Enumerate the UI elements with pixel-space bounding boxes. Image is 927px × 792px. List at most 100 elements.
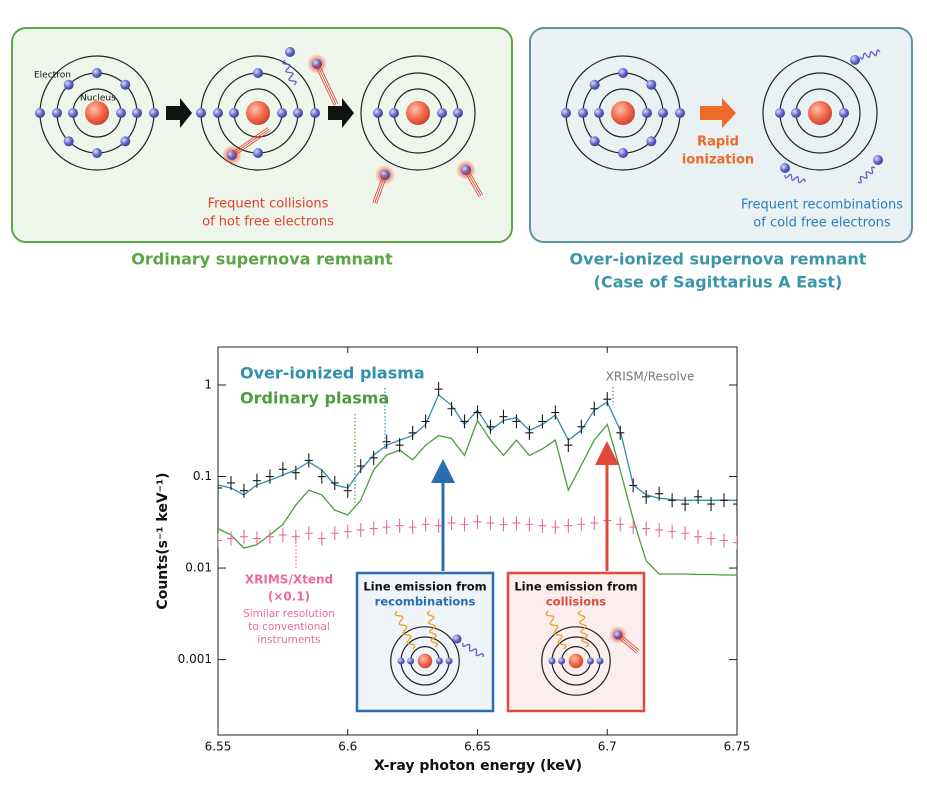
data-point (525, 517, 534, 532)
chart: 6.55 6.6 6.65 6.7 6.75 0.001 0.01 0.1 1 Over-ioni… (178, 347, 751, 754)
data-point (252, 473, 261, 488)
data-point (733, 497, 737, 512)
electron-trail (372, 174, 384, 203)
electron-trail (318, 62, 339, 105)
electron (35, 108, 45, 118)
data-point (226, 531, 235, 546)
data-point (512, 516, 521, 531)
data-point (434, 518, 443, 533)
electron (658, 108, 668, 118)
data-point (239, 529, 248, 544)
x-tick-label: 6.75 (724, 740, 751, 754)
electron (586, 657, 594, 665)
data-point (265, 469, 274, 484)
nucleus (611, 101, 635, 125)
inset-title: Line emission from (363, 580, 486, 594)
data-point (421, 517, 430, 532)
data-point (343, 483, 352, 498)
electron (120, 79, 131, 90)
data-point (317, 531, 326, 546)
electron (285, 47, 295, 57)
data-point (668, 493, 677, 508)
data-point (278, 527, 287, 542)
y-axis-label: Counts(s⁻¹ keV⁻¹) (155, 472, 171, 609)
data-point (499, 517, 508, 532)
data-point (538, 518, 547, 533)
orbit (360, 55, 476, 171)
y-tick-label: 0.01 (185, 561, 212, 575)
data-point (603, 392, 612, 407)
arrow-label: ionization (682, 153, 754, 168)
data-point (317, 469, 326, 484)
nucleus (808, 101, 832, 125)
orbit (762, 55, 878, 171)
data-point (265, 529, 274, 544)
data-point (421, 414, 430, 429)
data-point (395, 438, 404, 453)
data-point (590, 516, 599, 531)
electron (63, 79, 74, 90)
electron (407, 657, 415, 665)
model-line (218, 418, 737, 576)
nucleus (85, 101, 109, 125)
data-point (551, 405, 560, 420)
electron (92, 68, 102, 78)
electron (253, 68, 263, 78)
electron (52, 108, 62, 118)
data-point (434, 382, 443, 397)
panel-over-ionized (529, 27, 913, 243)
electron-trail (314, 64, 335, 106)
data-point (681, 526, 690, 541)
electron (213, 108, 223, 118)
electron (850, 55, 860, 65)
x-axis-label: X-ray photon energy (keV) (374, 758, 582, 774)
electron (92, 148, 102, 158)
electron (389, 108, 399, 118)
data-point (577, 419, 586, 434)
electron (120, 136, 131, 147)
electron (594, 108, 604, 118)
electron-trail (374, 174, 386, 204)
data-point (681, 497, 690, 512)
step-arrow (328, 98, 354, 128)
series-label: Ordinary plasma (240, 389, 389, 408)
data-point (304, 453, 313, 468)
data-point (629, 478, 638, 493)
electron (873, 155, 883, 165)
data-point (707, 531, 716, 546)
electron (642, 108, 652, 118)
photon-wave (857, 166, 876, 184)
inset-box (355, 571, 495, 713)
xtend-note: instruments (257, 634, 320, 646)
data-point (330, 475, 339, 490)
electron (310, 108, 320, 118)
data-point (343, 524, 352, 539)
data-point (642, 489, 651, 504)
inset-title: collisions (546, 595, 606, 609)
electron (839, 108, 849, 118)
electron (397, 657, 405, 665)
data-point (408, 425, 417, 440)
electron-trail (376, 175, 388, 205)
photon-wave (784, 173, 806, 184)
recombination-note: of cold free electrons (753, 216, 891, 231)
electron (578, 108, 588, 118)
data-point (460, 414, 469, 429)
data-point (707, 497, 716, 512)
x-tick-label: 6.6 (338, 740, 357, 754)
electron-trail (616, 636, 637, 654)
xtend-note: (×0.1) (268, 590, 310, 604)
electron-trail (230, 127, 268, 154)
electron-trail (231, 128, 270, 156)
data-point (291, 465, 300, 480)
data-point (642, 521, 651, 536)
series-label: Over-ionized plasma (240, 364, 425, 383)
inset-title: recombinations (375, 595, 476, 609)
electron (63, 136, 74, 147)
data-point (694, 489, 703, 504)
plot-area (218, 382, 737, 576)
electron (253, 148, 263, 158)
electron (618, 148, 628, 158)
electron (132, 108, 142, 118)
